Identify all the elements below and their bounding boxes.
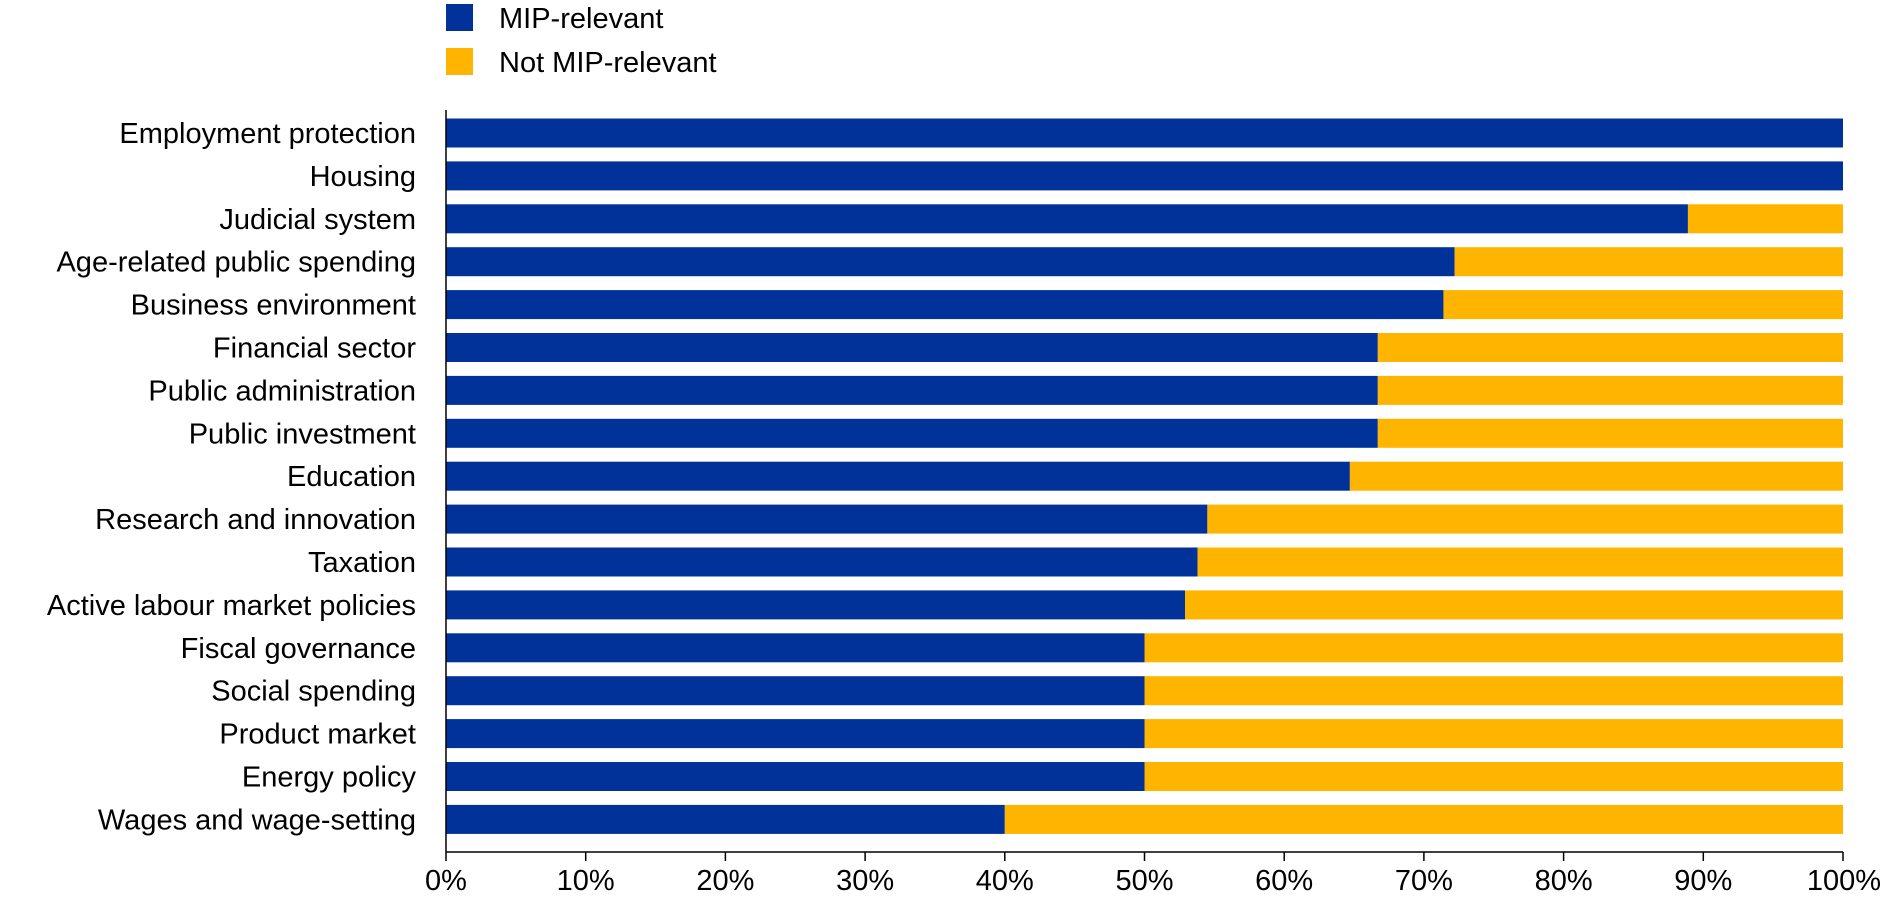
bar-mip-relevant-business-environment [446,290,1444,320]
bar-not-mip-relevant-active-labour-market-policies [1185,590,1843,620]
bar-not-mip-relevant-education [1349,461,1843,491]
legend-swatch-not-mip-relevant [446,48,473,75]
category-label-employment-protection: Employment protection [119,118,416,150]
category-label-public-investment: Public investment [189,418,416,450]
bar-mip-relevant-age-related-public-spending [446,247,1455,277]
x-tick-label: 30% [836,865,894,897]
bar-mip-relevant-product-market [446,719,1145,749]
category-label-education: Education [287,461,416,493]
bar-not-mip-relevant-financial-sector [1377,333,1843,362]
bar-not-mip-relevant-judicial-system [1687,204,1843,234]
x-tick-label: 50% [1115,865,1173,897]
legend-label-mip-relevant: MIP-relevant [499,3,663,35]
category-label-financial-sector: Financial sector [213,333,416,365]
category-label-research-and-innovation: Research and innovation [95,504,416,536]
legend-label-not-mip-relevant: Not MIP-relevant [499,47,717,79]
x-tick-label: 80% [1535,865,1593,897]
x-axis: 0% 10% 20% 30% 40% 50% 60% 70% 80% 90% 100% [425,110,1881,897]
bar-mip-relevant-taxation [446,547,1198,577]
category-label-judicial-system: Judicial system [219,204,416,236]
category-label-taxation: Taxation [308,547,416,579]
category-label-energy-policy: Energy policy [242,762,417,794]
x-tick-label: 100% [1807,865,1881,897]
category-label-age-related-public-spending: Age-related public spending [56,247,416,279]
bar-not-mip-relevant-wages-and-wage-setting [1004,804,1843,834]
x-tick-label: 70% [1395,865,1453,897]
bar-mip-relevant-wages-and-wage-setting [446,804,1005,834]
bar-mip-relevant-public-investment [446,418,1378,448]
category-label-business-environment: Business environment [131,290,416,322]
bar-mip-relevant-social-spending [446,676,1145,706]
x-tick-label: 90% [1674,865,1732,897]
bar-mip-relevant-judicial-system [446,204,1688,234]
bar-mip-relevant-research-and-innovation [446,504,1208,534]
x-tick-label: 0% [425,865,467,897]
bar-mip-relevant-fiscal-governance [446,633,1145,663]
x-tick-label: 20% [696,865,754,897]
category-label-active-labour-market-policies: Active labour market policies [47,590,416,622]
bar-mip-relevant-energy-policy [446,762,1145,791]
x-tick-label: 60% [1255,865,1313,897]
bar-not-mip-relevant-research-and-innovation [1207,504,1843,534]
bar-not-mip-relevant-fiscal-governance [1144,633,1843,663]
bar-mip-relevant-active-labour-market-policies [446,590,1186,620]
legend: MIP-relevant Not MIP-relevant [446,3,717,79]
x-tick-label: 40% [976,865,1034,897]
bar-not-mip-relevant-product-market [1144,719,1843,749]
category-label-wages-and-wage-setting: Wages and wage-setting [98,804,416,836]
bar-mip-relevant-employment-protection [446,118,1843,148]
category-label-fiscal-governance: Fiscal governance [181,633,416,665]
x-tick-label: 10% [557,865,615,897]
bar-mip-relevant-education [446,461,1350,491]
bar-not-mip-relevant-age-related-public-spending [1454,247,1843,277]
bar-not-mip-relevant-energy-policy [1144,762,1843,791]
bar-mip-relevant-financial-sector [446,333,1378,362]
bars-group [446,118,1843,834]
bar-not-mip-relevant-social-spending [1144,676,1843,706]
category-label-housing: Housing [310,161,416,193]
legend-swatch-mip-relevant [446,4,473,31]
bar-not-mip-relevant-public-investment [1377,418,1843,448]
category-label-product-market: Product market [219,719,416,751]
bar-not-mip-relevant-business-environment [1443,290,1843,320]
category-labels: Employment protection Housing Judicial sys… [47,118,417,836]
bar-not-mip-relevant-taxation [1197,547,1843,577]
bar-mip-relevant-housing [446,161,1843,191]
bar-mip-relevant-public-administration [446,375,1378,405]
category-label-public-administration: Public administration [148,375,416,407]
category-label-social-spending: Social spending [211,676,416,708]
bar-not-mip-relevant-public-administration [1377,375,1843,405]
